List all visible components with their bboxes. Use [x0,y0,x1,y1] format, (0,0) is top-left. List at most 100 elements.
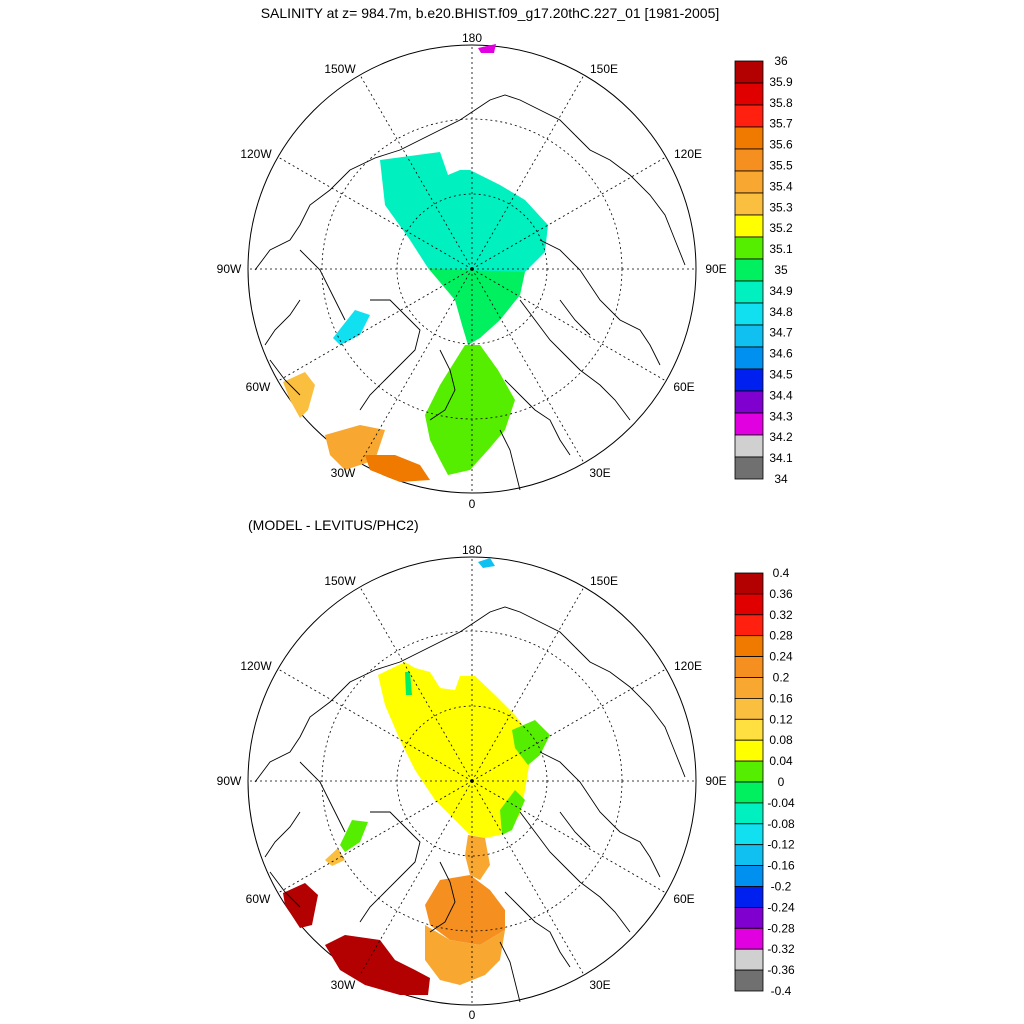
top-panel-title: SALINITY at z= 984.7m, b.e20.BHIST.f09_g… [261,5,720,21]
bottom-label-30e: 30E [589,978,610,992]
bottom-colorbar-label: -0.24 [767,900,795,914]
bottom-label-90e: 90E [705,774,726,788]
bottom-field-laptev-green [500,790,525,835]
top-colorbar-label: 35.1 [769,242,793,256]
bottom-colorbar-swatch [734,865,764,887]
top-colorbar-label: 35.9 [769,75,793,89]
bottom-panel: (MODEL - LEVITUS/PHC2) [217,517,795,1022]
top-field-alaska-magenta [478,44,496,53]
top-colorbar-swatch [734,456,764,480]
top-label-150w: 150W [324,62,356,76]
top-lon-labels: 180 0 150W 150E 120W 120E 90W 90E 60W 60… [217,31,727,511]
bottom-colorbar-label: 0 [778,775,785,789]
top-colorbar-label: 35.4 [769,179,793,193]
bottom-coastlines [254,606,686,1003]
top-label-120e: 120E [674,147,702,161]
top-label-90e: 90E [705,262,726,276]
top-label-0: 0 [469,497,476,511]
bottom-colorbar-swatch [734,907,764,929]
bottom-field-baffin-green [340,820,368,852]
top-colorbar-swatch [734,60,764,84]
top-colorbar: 36 35.9 35.8 35.7 35.6 35.5 35.4 35.3 35.2 35.1 35… [734,54,793,486]
top-colorbar-label: 34.4 [769,388,793,402]
top-label-60w: 60W [246,380,271,394]
bottom-field-siberia-green [512,720,550,765]
top-coastlines [254,94,686,491]
top-colorbar-label: 34.2 [769,430,793,444]
top-colorbar-label: 35 [774,263,788,277]
top-colorbar-label: 34.6 [769,347,793,361]
bottom-colorbar-swatch [734,635,764,658]
top-colorbar-swatch [734,324,764,348]
bottom-field-nordic-deeporange [425,875,505,945]
bottom-label-0: 0 [469,1008,476,1022]
bottom-field-atlantic-darkred [325,935,430,995]
top-colorbar-swatch [734,192,764,216]
bottom-colorbar-swatch [734,969,764,992]
bottom-field-alaska-blue [478,558,495,568]
top-colorbar-label: 34.1 [769,451,793,465]
top-colorbar-swatch [734,126,764,150]
bottom-field-labrador-darkred [283,883,318,928]
top-colorbar-label: 34.3 [769,409,793,423]
bottom-colorbar-label: -0.04 [767,796,795,810]
top-colorbar-swatch [734,236,764,260]
top-colorbar-swatch [734,280,764,304]
bottom-colorbar-label: -0.12 [767,838,795,852]
top-colorbar-swatch [734,170,764,194]
top-colorbar-swatch [734,82,764,106]
bottom-colorbar: 0.4 0.36 0.32 0.28 0.24 0.2 0.16 0.12 0.08 0.04 0 -… [734,566,795,998]
bottom-colorbar-label: 0.2 [773,671,790,685]
top-colorbar-swatch [734,346,764,370]
bottom-panel-title: (MODEL - LEVITUS/PHC2) [248,517,419,533]
bottom-colorbar-swatch [734,886,764,908]
bottom-colorbar-label: -0.36 [767,963,795,977]
bottom-label-180: 180 [462,543,482,557]
top-colorbar-swatch [734,434,764,458]
bottom-colorbar-swatch [734,656,764,678]
top-field-baffin-cyan [333,310,370,345]
top-field-eurasian-green [428,268,525,345]
bottom-graticule [248,557,696,1005]
bottom-colorbar-swatch [734,927,764,950]
bottom-label-60e: 60E [673,892,694,906]
bottom-colorbar-label: 0.24 [769,650,793,664]
bottom-colorbar-swatch [734,614,764,637]
top-colorbar-label: 34.7 [769,326,793,340]
bottom-lon-labels: 180 0 150W 150E 120W 120E 90W 90E 60W 60… [217,543,727,1022]
top-label-90w: 90W [217,262,242,276]
top-colorbar-label: 34 [774,472,788,486]
bottom-colorbar-label: 0.12 [769,712,793,726]
top-colorbar-label: 35.8 [769,96,793,110]
top-colorbar-swatch [734,412,764,436]
top-label-30e: 30E [589,466,610,480]
bottom-colorbar-label: 0.32 [769,608,793,622]
bottom-label-150e: 150E [590,574,618,588]
bottom-colorbar-label: -0.4 [771,984,792,998]
bottom-colorbar-swatch [734,739,764,762]
top-colorbar-swatch [734,258,764,282]
bottom-colorbar-label: -0.28 [767,921,795,935]
top-colorbar-label: 36 [774,54,788,68]
bottom-colorbar-swatch [734,802,764,825]
top-label-120w: 120W [240,147,272,161]
bottom-colorbar-swatch [734,760,764,783]
bottom-colorbar-label: -0.16 [767,859,795,873]
bottom-field-fram-orange [465,835,490,880]
bottom-colorbar-label: -0.08 [767,817,795,831]
bottom-label-120w: 120W [240,659,272,673]
bottom-map: 180 0 150W 150E 120W 120E 90W 90E 60W 60… [217,543,727,1022]
top-label-60e: 60E [673,380,694,394]
top-label-150e: 150E [590,62,618,76]
top-field-labrador-yellow [283,372,315,418]
bottom-colorbar-swatch [734,781,764,804]
bottom-colorbar-swatch [734,593,764,616]
bottom-colorbar-label: 0.28 [769,629,793,643]
bottom-colorbar-label: 0.4 [773,566,790,580]
bottom-colorbar-swatch [734,677,764,699]
top-colorbar-label: 35.2 [769,221,793,235]
bottom-label-30w: 30W [331,978,356,992]
top-colorbar-swatch [734,148,764,172]
bottom-colorbar-label: -0.2 [771,880,792,894]
top-graticule [248,45,696,493]
